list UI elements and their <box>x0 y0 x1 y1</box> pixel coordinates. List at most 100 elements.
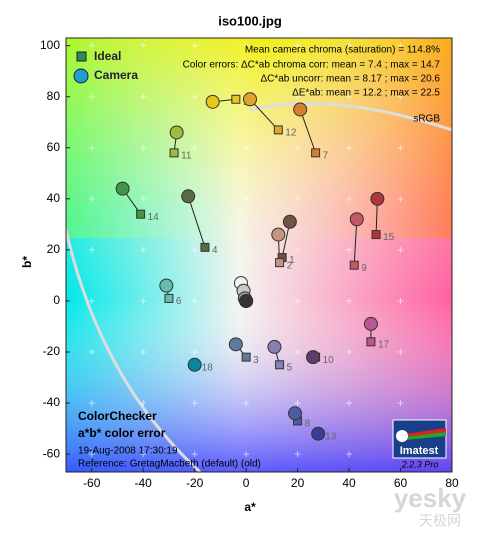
x-tick-label: 40 <box>342 476 356 490</box>
grid-mark <box>88 144 95 151</box>
grid-mark <box>397 195 404 202</box>
camera-point <box>282 214 297 229</box>
patch-label: 11 <box>181 151 192 162</box>
camera-point <box>306 350 321 365</box>
x-tick-label: 20 <box>291 476 305 490</box>
camera-point <box>311 426 326 441</box>
stats: Mean camera chroma (saturation) = 114.8%… <box>183 45 441 125</box>
grid-mark <box>294 246 301 253</box>
grid-mark <box>140 144 147 151</box>
grid-mark <box>294 42 301 49</box>
watermark: 天极网 <box>419 513 461 529</box>
y-tick-label: 40 <box>47 191 61 205</box>
grid-mark <box>243 42 250 49</box>
camera-point <box>115 181 130 196</box>
y-tick-label: 80 <box>47 89 61 103</box>
grid-mark <box>191 451 198 458</box>
patch-label: 10 <box>323 355 335 366</box>
grid-mark <box>88 400 95 407</box>
x-tick-label: 80 <box>445 476 459 490</box>
ideal-point <box>169 148 179 158</box>
camera-point <box>169 125 184 140</box>
y-tick-label: 100 <box>40 38 60 52</box>
ideal-point <box>349 260 359 270</box>
ideal-point <box>366 337 376 347</box>
x-tick-label: 0 <box>243 476 250 490</box>
camera-point <box>293 102 308 117</box>
ideal-point <box>136 209 146 219</box>
grid-mark <box>243 195 250 202</box>
grid-mark <box>346 195 353 202</box>
camera-point <box>349 212 364 227</box>
grid-mark <box>191 93 198 100</box>
stat: ΔC*ab uncorr: mean = 8.17 ; max = 20.6 <box>260 74 440 85</box>
error-line <box>353 219 358 266</box>
grid-mark <box>88 93 95 100</box>
watermark: yesky <box>394 483 467 513</box>
patch-label: 4 <box>212 245 218 256</box>
y-axis-label: b* <box>20 256 34 268</box>
grid-mark <box>397 42 404 49</box>
patch-label: 6 <box>176 296 182 307</box>
x-tick-label: -20 <box>186 476 204 490</box>
grid-mark <box>346 144 353 151</box>
grid-mark <box>294 144 301 151</box>
grid-mark <box>294 195 301 202</box>
y-tick-label: -40 <box>43 395 61 409</box>
patch-label: 1 <box>289 255 295 266</box>
grid-mark <box>88 42 95 49</box>
grid-mark <box>346 349 353 356</box>
legend-ideal-marker <box>76 51 87 62</box>
grid-mark <box>397 93 404 100</box>
grid-mark <box>140 297 147 304</box>
patch-label: 13 <box>325 431 337 442</box>
chart-title: iso100.jpg <box>218 13 282 28</box>
legend-ideal: Ideal <box>94 49 121 63</box>
grid-mark <box>191 349 198 356</box>
grid-mark <box>191 246 198 253</box>
camera-point <box>181 189 196 204</box>
grid-mark <box>88 297 95 304</box>
patch-label: 14 <box>148 212 160 223</box>
grid-mark <box>346 93 353 100</box>
grid-mark <box>140 42 147 49</box>
logo-name: Imatest <box>400 445 439 457</box>
grid-mark <box>397 144 404 151</box>
grid-mark <box>397 246 404 253</box>
legend-camera: Camera <box>94 68 138 82</box>
camera-point <box>239 293 254 308</box>
grid-mark <box>88 195 95 202</box>
ideal-point <box>231 94 241 104</box>
grid-mark <box>140 349 147 356</box>
ideal-point <box>200 242 210 252</box>
ideal-point <box>371 230 381 240</box>
legend-camera-marker <box>73 68 89 84</box>
plot-background <box>64 37 453 474</box>
patch-label: 17 <box>378 339 390 350</box>
grid-mark <box>397 349 404 356</box>
camera-point <box>228 337 243 352</box>
patch-label: 2 <box>287 260 293 271</box>
grid-mark <box>397 400 404 407</box>
stat: Color errors: ΔC*ab chroma corr: mean = … <box>183 60 441 71</box>
camera-point <box>159 278 174 293</box>
patch-label: 5 <box>287 362 293 373</box>
patch-label: 8 <box>305 419 311 430</box>
error-line <box>299 109 317 154</box>
ideal-point <box>241 352 251 362</box>
grid-mark <box>346 297 353 304</box>
grid-mark <box>191 297 198 304</box>
logo-version: 2.2.3 Pro <box>401 459 439 469</box>
grid-mark <box>191 144 198 151</box>
note: 19-Aug-2008 17:30:19 <box>78 446 178 457</box>
patch-label: 15 <box>383 232 395 243</box>
grid-mark <box>140 246 147 253</box>
grid-mark <box>243 451 250 458</box>
y-tick-label: 60 <box>47 140 61 154</box>
grid-mark <box>88 451 95 458</box>
grid-mark <box>88 246 95 253</box>
note: ColorChecker <box>78 409 157 423</box>
patch-label: 7 <box>323 151 329 162</box>
camera-point <box>363 316 378 331</box>
